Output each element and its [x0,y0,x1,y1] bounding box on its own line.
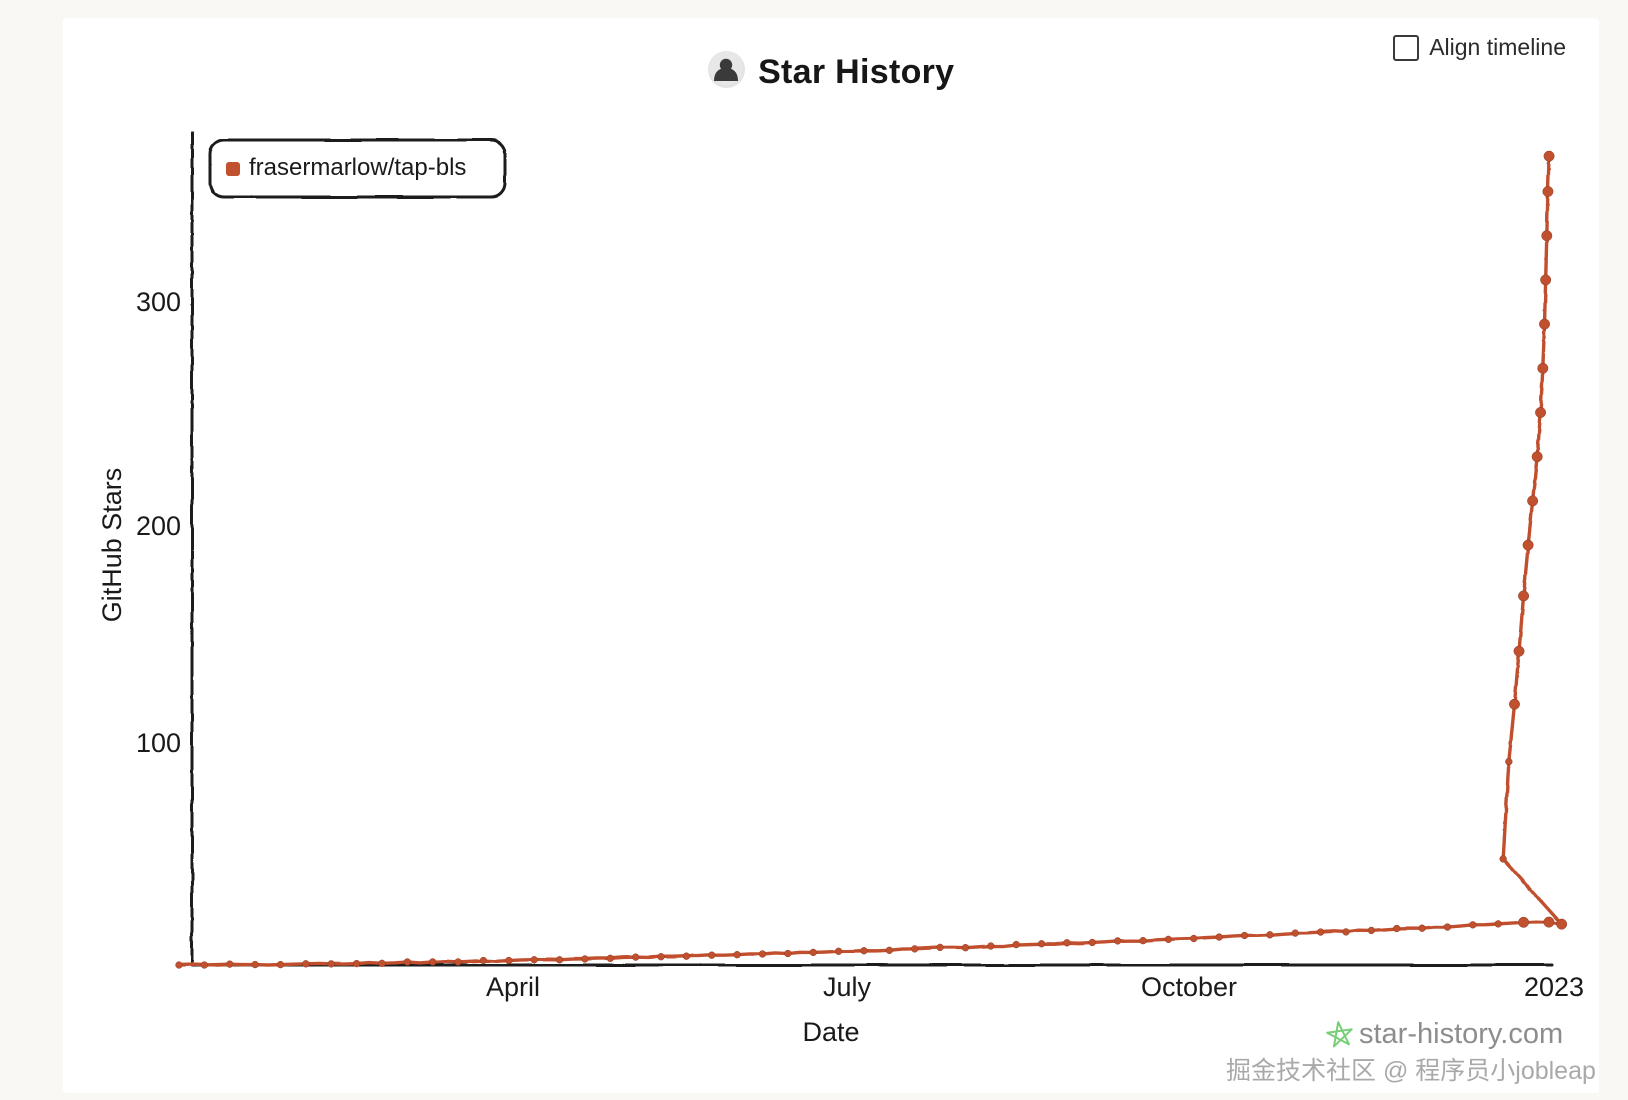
svg-text:100: 100 [136,728,181,758]
svg-text:October: October [1141,972,1237,1002]
svg-text:GitHub Stars: GitHub Stars [97,468,127,623]
svg-text:July: July [823,972,872,1002]
svg-text:300: 300 [136,287,181,317]
svg-text:Date: Date [802,1017,859,1047]
svg-text:200: 200 [136,511,181,541]
svg-text:April: April [486,972,540,1002]
svg-text:frasermarlow/tap-bls: frasermarlow/tap-bls [249,154,466,181]
svg-text:2023: 2023 [1524,972,1584,1002]
